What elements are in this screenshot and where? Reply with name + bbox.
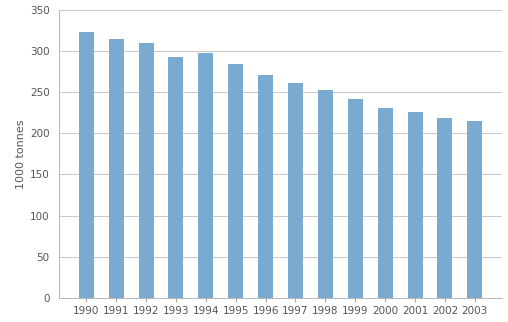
Bar (437, 118, 453, 298)
Bar (198, 53, 213, 298)
Bar (467, 121, 482, 298)
Bar (348, 99, 363, 298)
Y-axis label: 1000 tonnes: 1000 tonnes (16, 119, 26, 189)
Bar (228, 64, 243, 298)
Bar (407, 112, 423, 298)
Bar (258, 75, 273, 298)
Bar (288, 83, 303, 298)
Bar (79, 32, 94, 298)
Bar (169, 57, 183, 298)
Bar (377, 109, 393, 298)
Bar (109, 39, 123, 298)
Bar (318, 90, 333, 298)
Bar (139, 43, 153, 298)
